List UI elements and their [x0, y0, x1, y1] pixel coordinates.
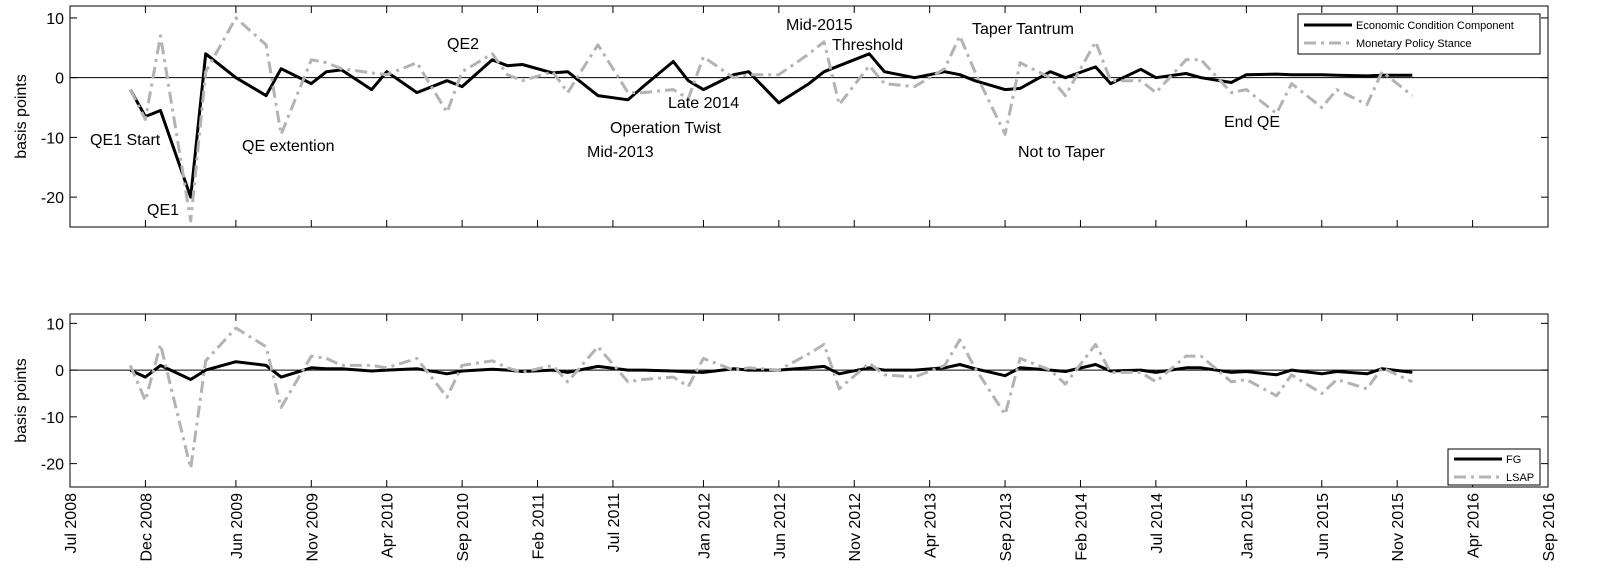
x-tick-label: Jan 2015 [1239, 493, 1256, 559]
annotation: QE1 Start [90, 132, 161, 149]
y-tick-label: 10 [46, 316, 64, 333]
series-line [128, 16, 1414, 223]
annotation: Mid-2015 [786, 17, 853, 34]
legend-label: FG [1506, 454, 1521, 466]
annotation: QE extention [242, 138, 335, 155]
series-line [128, 52, 1413, 199]
annotation: QE1 [147, 202, 179, 219]
x-tick-label: Jun 2009 [229, 493, 246, 559]
x-tick-label: Jun 2015 [1315, 493, 1332, 559]
x-tick-label: Jul 2014 [1149, 493, 1166, 554]
y-tick-label: 10 [46, 11, 64, 28]
x-tick-label: Dec 2008 [138, 493, 155, 562]
plot-frame [69, 313, 1549, 488]
annotation: Mid-2013 [587, 144, 654, 161]
legend-label: LSAP [1506, 472, 1534, 484]
legend-label: Economic Condition Component [1356, 20, 1514, 32]
x-tick-label: Nov 2009 [304, 493, 321, 562]
legend-box [1447, 448, 1541, 486]
y-tick-label: -10 [41, 130, 64, 147]
x-tick-label: Sep 2013 [998, 493, 1015, 562]
x-tick-label: Sep 2016 [1541, 493, 1558, 562]
annotation: Taper Tantrum [972, 21, 1074, 38]
x-tick-label: Jul 2008 [63, 493, 80, 554]
legend-box [1297, 13, 1541, 55]
plot-frame [69, 5, 1549, 228]
y-tick-label: -10 [41, 410, 64, 427]
annotation: Operation Twist [610, 120, 721, 137]
x-tick-label: Feb 2011 [531, 493, 548, 560]
annotation: Not to Taper [1018, 144, 1106, 161]
x-tick-label: Feb 2014 [1073, 493, 1090, 561]
panel: -20 -10 0 10 Jul 2008 Dec 2008 Jun 2009 Nov 200… [13, 313, 1558, 562]
x-tick-label: Jan 2012 [696, 493, 713, 559]
y-axis-label: basis points [13, 358, 30, 443]
series-line [128, 326, 1413, 470]
x-tick-label: Apr 2013 [923, 493, 940, 558]
x-tick-label: Sep 2010 [455, 493, 472, 562]
x-tick-label: Jul 2011 [606, 493, 623, 552]
y-tick-label: -20 [41, 190, 64, 207]
annotation: Threshold [832, 37, 903, 54]
annotation: QE2 [447, 36, 479, 53]
x-tick-label: Jun 2012 [772, 493, 789, 559]
annotation: Late 2014 [668, 95, 739, 112]
y-tick-label: 0 [55, 71, 64, 88]
y-tick-label: 0 [55, 363, 64, 380]
legend-label: Monetary Policy Stance [1356, 38, 1472, 50]
y-tick-label: -20 [41, 457, 64, 474]
x-tick-label: Nov 2012 [847, 493, 864, 562]
x-tick-label: Apr 2016 [1466, 493, 1483, 558]
x-tick-label: Nov 2015 [1390, 493, 1407, 562]
y-axis-label: basis points [13, 74, 30, 159]
x-tick-label: Apr 2010 [380, 493, 397, 558]
panel: -20 -10 0 10 basis points Economic Condition … [13, 5, 1549, 228]
annotation: End QE [1224, 114, 1280, 131]
